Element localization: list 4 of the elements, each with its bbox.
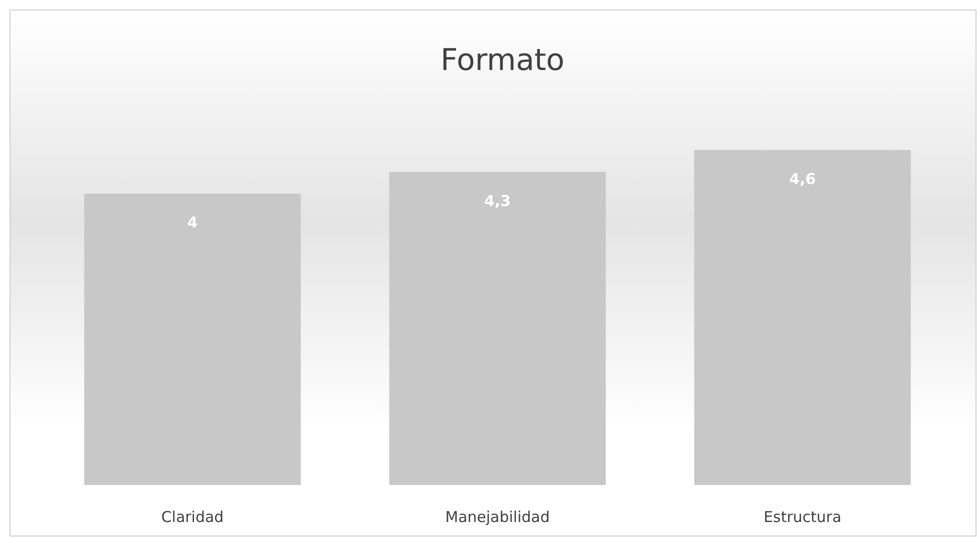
- chart-title: Formato: [440, 43, 565, 78]
- x-tick-label: Manejabilidad: [445, 508, 550, 526]
- x-tick-label: Estructura: [764, 508, 842, 526]
- x-tick-label: Claridad: [161, 508, 224, 526]
